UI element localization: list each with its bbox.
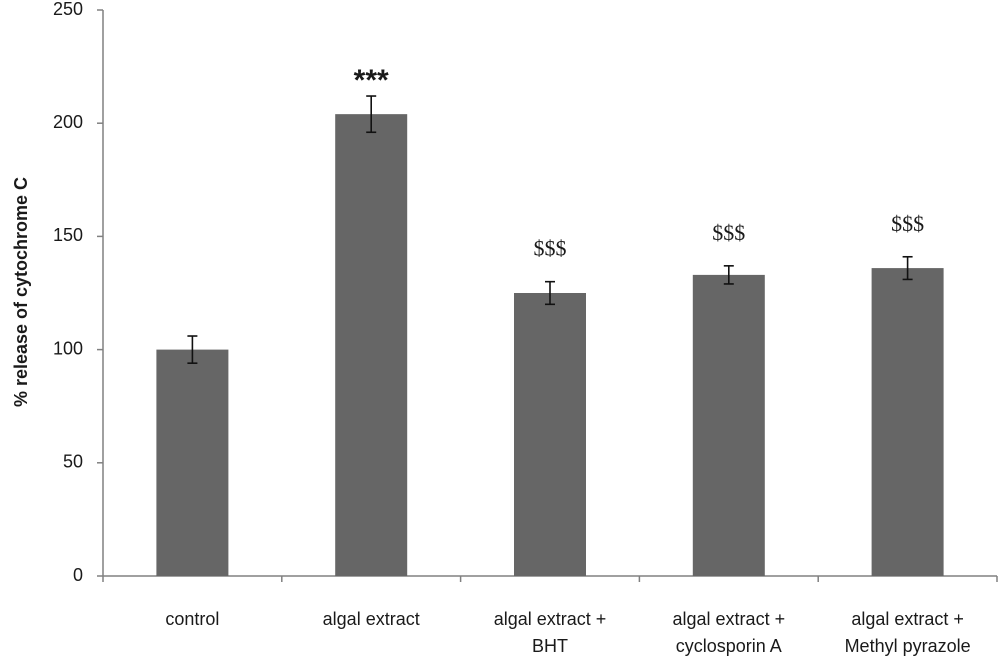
x-category-label: cyclosporin A	[676, 636, 782, 656]
x-category-label: control	[165, 609, 219, 629]
y-tick-label: 250	[53, 0, 83, 19]
bar	[156, 349, 229, 576]
y-tick-label: 200	[53, 112, 83, 132]
x-category-label: algal extract	[323, 609, 420, 629]
x-category-label: algal extract +	[673, 609, 786, 629]
bar	[692, 274, 765, 576]
significance-annotation: $$$	[534, 236, 567, 261]
x-category-label: algal extract +	[851, 609, 964, 629]
bar	[871, 268, 944, 576]
y-tick-label: 150	[53, 225, 83, 245]
y-tick-label: 50	[63, 452, 83, 472]
x-category-label: algal extract +	[494, 609, 607, 629]
bar	[514, 293, 586, 576]
significance-annotation: $$$	[712, 220, 745, 245]
bar	[335, 114, 408, 577]
y-tick-label: 0	[73, 565, 83, 585]
y-tick-label: 100	[53, 338, 83, 358]
significance-annotation: ***	[354, 64, 389, 97]
x-category-label: Methyl pyrazole	[845, 636, 971, 656]
y-axis-title: % release of cytochrome C	[11, 177, 31, 407]
x-category-label: BHT	[532, 636, 568, 656]
significance-annotation: $$$	[891, 211, 924, 236]
